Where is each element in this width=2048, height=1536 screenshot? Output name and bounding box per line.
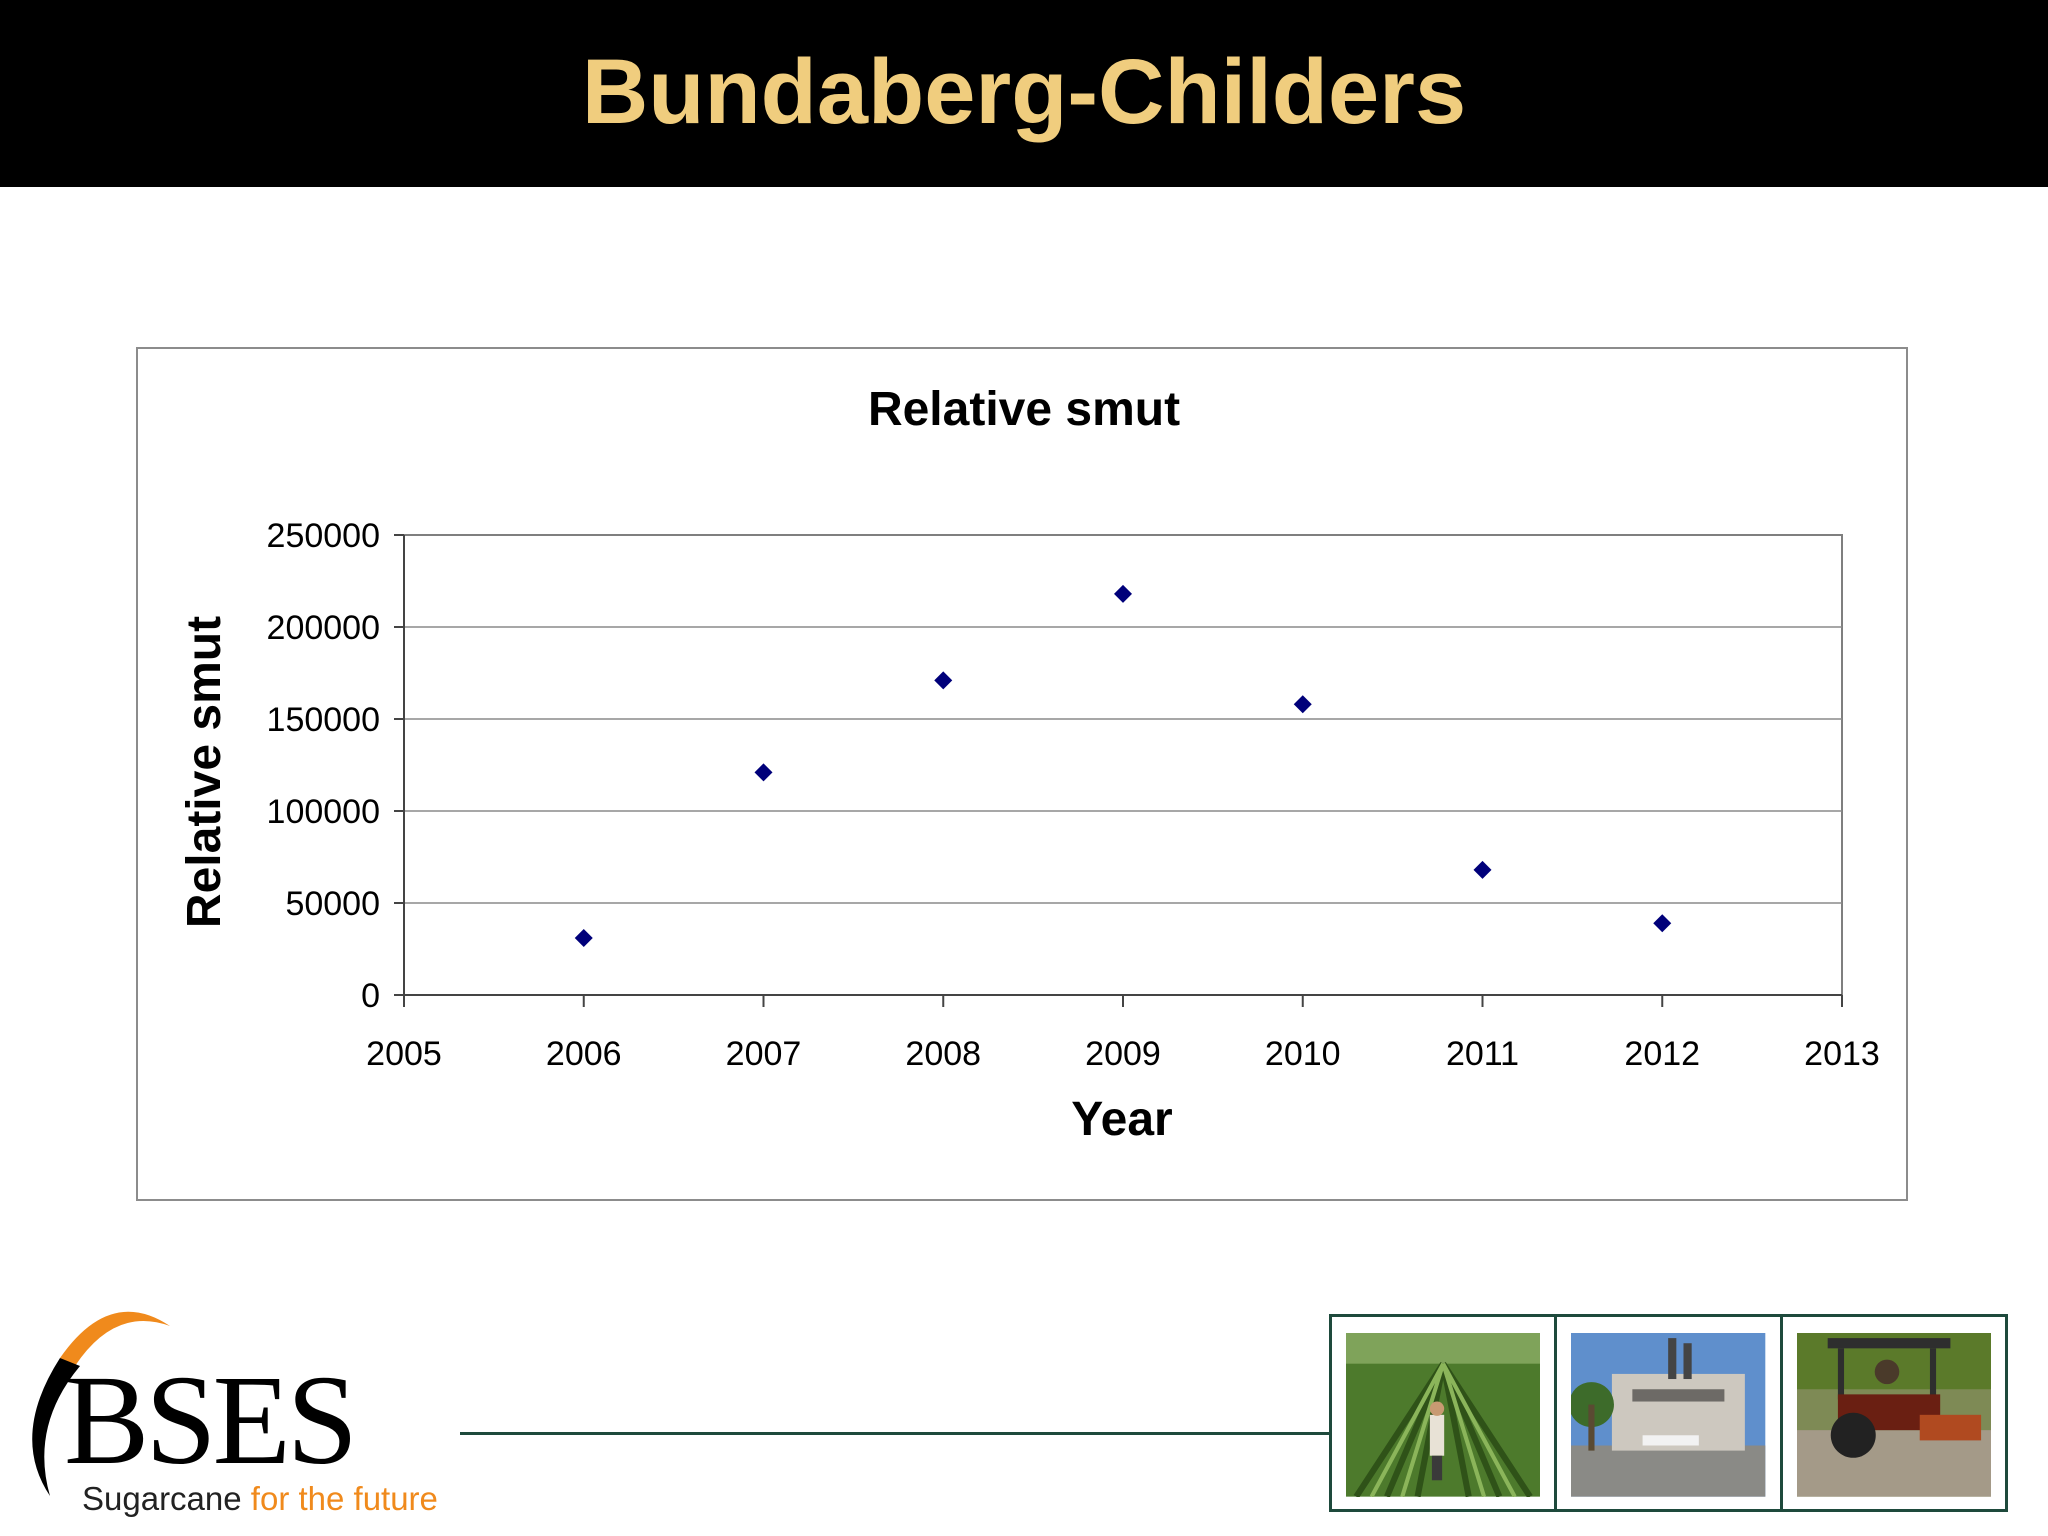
data-point [574,928,593,947]
plot-area [403,534,1843,996]
data-point [934,671,953,690]
photo-strip [1329,1314,2008,1512]
data-point [754,763,773,782]
y-tick-label: 50000 [285,885,380,923]
y-tick-label: 200000 [267,609,380,647]
tractor-harvest-photo [1796,1333,1991,1497]
photo-cell-mill [1557,1317,1783,1509]
scatter-chart: Relative smut Year Relative smut 0 50000 1… [178,383,1880,1146]
chart-title: Relative smut [868,383,1180,436]
x-tick-label: 2008 [905,1035,981,1073]
x-tick-label: 2005 [366,1035,442,1073]
x-tick-label: 2013 [1804,1035,1880,1073]
x-tick-label: 2007 [726,1035,802,1073]
y-axis-label: Relative smut [178,616,231,928]
data-point [1293,695,1312,714]
photo-cell-tractor [1783,1317,2005,1509]
sugar-mill-photo [1571,1333,1766,1497]
x-tick-label: 2012 [1624,1035,1700,1073]
logo-arc-black [32,1358,80,1496]
data-point [1653,914,1672,933]
data-point [1114,584,1132,603]
tagline: Sugarcane for the future [82,1480,438,1518]
sugarcane-field-photo [1346,1333,1541,1497]
logo-arc-orange [60,1311,170,1366]
slide-title: Bundaberg-Childers [581,41,1467,143]
y-tick-label: 100000 [267,793,380,831]
tagline-accent: for the future [250,1480,438,1517]
photo-cell-field [1332,1317,1558,1509]
footer-divider [460,1432,1330,1435]
title-bar: Bundaberg-Childers [0,0,2048,187]
logo-text: BSES [64,1349,358,1491]
chart-frame: Relative smut Year Relative smut 0 50000 1… [136,347,1908,1201]
y-tick-label: 250000 [267,517,380,555]
y-tick-label: 0 [361,977,380,1015]
x-tick-label: 2009 [1085,1035,1161,1073]
x-axis-label: Year [1071,1093,1172,1146]
tagline-main: Sugarcane [82,1480,251,1517]
bses-logo [32,1311,170,1496]
data-point [1473,860,1492,879]
x-tick-label: 2011 [1446,1035,1519,1073]
x-tick-label: 2010 [1265,1035,1341,1073]
x-tick-label: 2006 [546,1035,622,1073]
y-tick-label: 150000 [267,701,380,739]
